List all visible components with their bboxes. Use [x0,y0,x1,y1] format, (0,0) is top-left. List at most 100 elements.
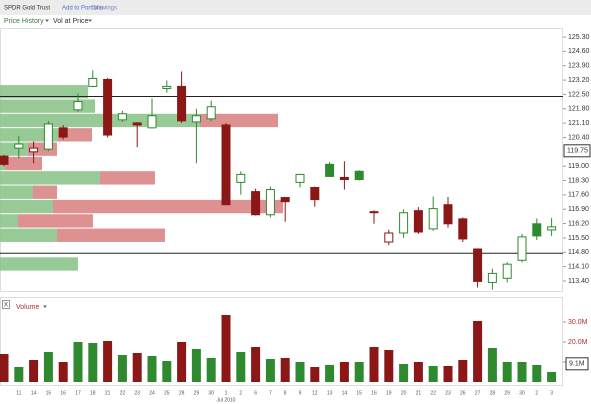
volume-bar [251,347,261,382]
candle-body [251,191,261,216]
x-tick-label: 24 [149,390,155,396]
x-tick-label: 23 [134,390,140,396]
volume-bar [265,359,275,382]
candle-body [191,115,201,123]
x-tick-label: 2 [239,390,242,396]
candle-body [443,204,453,225]
x-tick-label: 21 [416,390,422,396]
volume-bar [221,315,231,382]
volume-bar [473,321,483,382]
candle-body [206,106,216,120]
x-tick-label: 9 [299,390,302,396]
x-tick-label: 28 [179,390,185,396]
volume-bar [295,362,305,382]
x-tick-label: 15 [356,390,362,396]
volume-bar [502,362,512,382]
y-tick-label: 116.90 [568,206,589,213]
x-tick-label: 1 [225,390,228,396]
candle-body [399,212,409,234]
candle-body [43,123,53,150]
volume-bar [310,367,320,382]
page-title: SPDR Gold Trust [4,6,50,12]
x-tick-label: 2 [535,390,538,396]
candle-body [177,85,187,122]
x-tick-label: 22 [430,390,436,396]
close-button[interactable] [2,300,10,309]
volume-bar [428,366,438,382]
volume-bar [73,342,83,382]
last-price-label: 119.75 [567,148,588,155]
close-icon[interactable]: X [4,303,8,309]
x-tick-label: 13 [327,390,333,396]
candle-body [14,143,24,149]
vap-up [0,228,57,242]
volume-bar [458,360,468,382]
candle-body [236,173,246,183]
x-tick-label: 16 [60,390,66,396]
y-tick-label: 114.10 [568,263,589,270]
y-tick-label: 125.30 [568,34,590,41]
vap-up [0,199,53,214]
candle-body [295,173,305,183]
candle-body [117,113,127,121]
x-tick-label: 14 [342,390,348,396]
y-tick-label: 123.20 [568,77,590,84]
volume-bar [88,343,98,382]
vap-up [0,99,95,113]
candle-body [88,77,98,87]
x-tick-label: 3 [550,390,553,396]
x-tick-label: 29 [504,390,510,396]
vap-down [200,113,278,128]
candle-body [502,263,512,279]
volume-bar [162,361,172,382]
x-tick-label: 21 [105,390,111,396]
vap-down [53,199,283,214]
vap-up [0,128,58,142]
volume-bar [191,349,201,382]
candle-body [517,236,527,261]
vap-up [0,142,28,156]
volume-bar [117,355,127,382]
x-tick-label: 12 [312,390,318,396]
header-bar [0,0,591,15]
link[interactable]: Drawings [92,6,117,12]
menu[interactable]: Vol at Price [53,18,89,25]
menu[interactable]: Price History [4,18,44,25]
candle-body [458,218,468,240]
y-tick-label: 124.60 [568,48,590,55]
dropdown-icon[interactable] [45,19,49,23]
y-tick-label: 121.10 [568,120,590,127]
volume-bar [369,347,379,382]
candle-body [0,155,9,165]
vap-up [0,185,33,199]
volume-bar [339,362,349,382]
x-tick-label: 14 [31,390,37,396]
volume-bar [487,348,497,382]
candle-body [58,127,68,138]
link[interactable]: Add to Portfolio [62,6,104,12]
volume-bar [532,365,542,382]
volume-bar [58,362,68,382]
dropdown-icon[interactable] [43,305,47,309]
candle-body [354,170,364,181]
candle-body [384,232,394,243]
x-tick-label: 16 [371,390,377,396]
x-tick-label: 18 [90,390,96,396]
volume-bar [517,362,527,382]
x-tick-label: 26 [460,390,466,396]
volume-bar [0,354,9,382]
marker-box [565,357,589,371]
x-tick-label: 11 [16,390,21,396]
dropdown-icon[interactable] [88,19,92,23]
candle-body [532,223,542,237]
volume-bar [236,352,246,382]
volume-bar [147,356,157,382]
vap-up [0,214,18,228]
x-tick-label: 7 [269,390,272,396]
y-tick-label: 117.60 [568,192,589,199]
y-tick-label: 123.90 [568,63,590,70]
candle-body [310,186,320,201]
candle-body [413,210,423,233]
volume-bar [547,372,557,382]
volume-bar [14,367,24,382]
